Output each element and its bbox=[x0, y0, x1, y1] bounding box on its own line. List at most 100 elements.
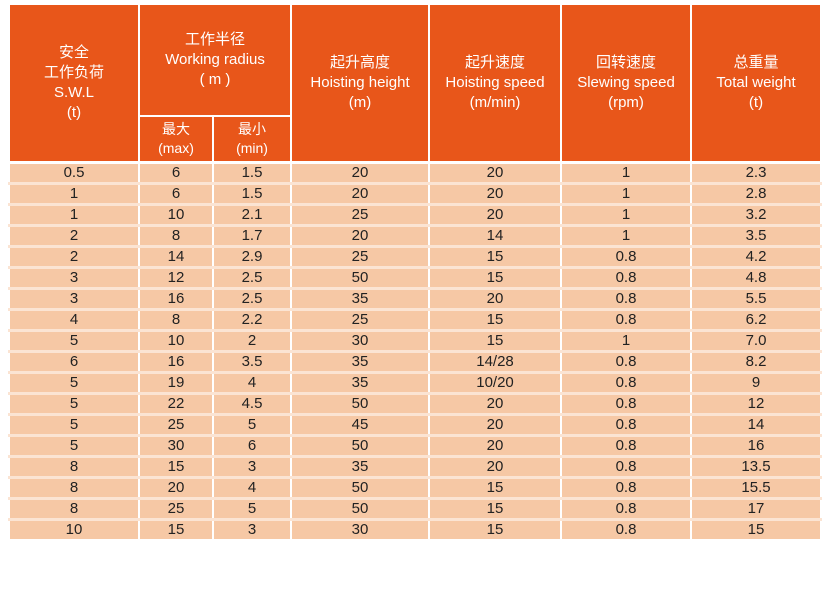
cell-slewing-speed: 0.8 bbox=[560, 392, 693, 416]
header-text: S.W.L bbox=[53, 84, 94, 101]
header-text: Hoisting height bbox=[310, 74, 410, 91]
cell-slewing-speed: 1 bbox=[560, 161, 693, 185]
cell-swl: 3 bbox=[8, 287, 140, 311]
table-row: 10 15 3 30 15 0.8 15 bbox=[8, 518, 823, 541]
cell-hoisting-height: 20 bbox=[290, 224, 431, 248]
cell-swl: 2 bbox=[8, 224, 140, 248]
cell-slewing-speed: 0.8 bbox=[560, 497, 693, 521]
cell-slewing-speed: 0.8 bbox=[560, 476, 693, 500]
header-text: Slewing speed bbox=[577, 74, 675, 91]
cell-hoisting-height: 35 bbox=[290, 350, 431, 374]
cell-slewing-speed: 0.8 bbox=[560, 413, 693, 437]
cell-swl: 5 bbox=[8, 371, 140, 395]
cell-swl: 8 bbox=[8, 497, 140, 521]
cell-max-radius: 25 bbox=[138, 497, 214, 521]
cell-max-radius: 14 bbox=[138, 245, 214, 269]
cell-slewing-speed: 0.8 bbox=[560, 371, 693, 395]
cell-total-weight: 16 bbox=[690, 434, 823, 458]
cell-slewing-speed: 0.8 bbox=[560, 518, 693, 541]
table-row: 1 10 2.1 25 20 1 3.2 bbox=[8, 203, 823, 227]
cell-total-weight: 2.3 bbox=[690, 161, 823, 185]
table-row: 1 6 1.5 20 20 1 2.8 bbox=[8, 182, 823, 206]
header-text: 起升速度 bbox=[465, 54, 526, 71]
cell-slewing-speed: 1 bbox=[560, 182, 693, 206]
cell-swl: 8 bbox=[8, 476, 140, 500]
cell-max-radius: 12 bbox=[138, 266, 214, 290]
cell-min-radius: 6 bbox=[211, 434, 293, 458]
cell-hoisting-speed: 15 bbox=[428, 266, 563, 290]
cell-total-weight: 2.8 bbox=[690, 182, 823, 206]
table-row: 8 20 4 50 15 0.8 15.5 bbox=[8, 476, 823, 500]
cell-hoisting-height: 45 bbox=[290, 413, 431, 437]
cell-hoisting-speed: 14 bbox=[428, 224, 563, 248]
header-text: (m) bbox=[348, 94, 372, 111]
header-text: Total weight bbox=[716, 74, 796, 91]
cell-hoisting-speed: 15 bbox=[428, 245, 563, 269]
cell-hoisting-height: 20 bbox=[290, 182, 431, 206]
cell-swl: 0.5 bbox=[8, 161, 140, 185]
cell-total-weight: 8.2 bbox=[690, 350, 823, 374]
cell-total-weight: 6.2 bbox=[690, 308, 823, 332]
header-text: 回转速度 bbox=[596, 54, 657, 71]
cell-swl: 1 bbox=[8, 182, 140, 206]
table-row: 5 30 6 50 20 0.8 16 bbox=[8, 434, 823, 458]
table-row: 2 14 2.9 25 15 0.8 4.2 bbox=[8, 245, 823, 269]
cell-slewing-speed: 1 bbox=[560, 224, 693, 248]
cell-min-radius: 3 bbox=[211, 518, 293, 541]
cell-max-radius: 10 bbox=[138, 203, 214, 227]
cell-total-weight: 4.8 bbox=[690, 266, 823, 290]
cell-swl: 3 bbox=[8, 266, 140, 290]
header-text: 起升高度 bbox=[330, 54, 391, 71]
cell-slewing-speed: 0.8 bbox=[560, 350, 693, 374]
cell-slewing-speed: 0.8 bbox=[560, 455, 693, 479]
cell-hoisting-speed: 20 bbox=[428, 287, 563, 311]
cell-max-radius: 20 bbox=[138, 476, 214, 500]
cell-min-radius: 3 bbox=[211, 455, 293, 479]
cell-min-radius: 5 bbox=[211, 497, 293, 521]
cell-slewing-speed: 0.8 bbox=[560, 287, 693, 311]
cell-total-weight: 12 bbox=[690, 392, 823, 416]
cell-slewing-speed: 0.8 bbox=[560, 308, 693, 332]
cell-min-radius: 2.5 bbox=[211, 266, 293, 290]
cell-min-radius: 4 bbox=[211, 476, 293, 500]
table-row: 5 25 5 45 20 0.8 14 bbox=[8, 413, 823, 437]
header-text: 总重量 bbox=[733, 54, 779, 71]
cell-hoisting-speed: 15 bbox=[428, 518, 563, 541]
cell-total-weight: 7.0 bbox=[690, 329, 823, 353]
cell-hoisting-speed: 20 bbox=[428, 161, 563, 185]
cell-hoisting-speed: 20 bbox=[428, 455, 563, 479]
header-text: ( m ) bbox=[199, 71, 231, 88]
header-text: 安全 bbox=[58, 44, 89, 61]
header-text: (max) bbox=[158, 140, 194, 156]
header-text: Hoisting speed bbox=[445, 74, 545, 91]
header-text: 工作半径 bbox=[185, 31, 246, 48]
crane-spec-table: 安全 工作负荷 S.W.L (t) 工作半径 Working radius ( … bbox=[8, 5, 823, 541]
cell-max-radius: 25 bbox=[138, 413, 214, 437]
header-text: (t) bbox=[748, 94, 764, 111]
cell-hoisting-height: 20 bbox=[290, 161, 431, 185]
header-working-radius: 工作半径 Working radius ( m ) bbox=[137, 5, 293, 117]
header-hoisting-height: 起升高度 Hoisting height (m) bbox=[290, 5, 431, 164]
cell-max-radius: 10 bbox=[138, 329, 214, 353]
header-hoisting-speed: 起升速度 Hoisting speed (m/min) bbox=[428, 5, 563, 164]
cell-hoisting-height: 25 bbox=[290, 245, 431, 269]
cell-total-weight: 9 bbox=[690, 371, 823, 395]
cell-max-radius: 30 bbox=[138, 434, 214, 458]
cell-total-weight: 14 bbox=[690, 413, 823, 437]
table-row: 5 19 4 35 10/20 0.8 9 bbox=[8, 371, 823, 395]
cell-swl: 10 bbox=[8, 518, 140, 541]
cell-hoisting-height: 35 bbox=[290, 287, 431, 311]
cell-hoisting-speed: 20 bbox=[428, 413, 563, 437]
cell-slewing-speed: 1 bbox=[560, 203, 693, 227]
cell-max-radius: 19 bbox=[138, 371, 214, 395]
cell-swl: 6 bbox=[8, 350, 140, 374]
cell-swl: 2 bbox=[8, 245, 140, 269]
table-row: 3 12 2.5 50 15 0.8 4.8 bbox=[8, 266, 823, 290]
cell-max-radius: 16 bbox=[138, 287, 214, 311]
cell-slewing-speed: 0.8 bbox=[560, 434, 693, 458]
header-text: Working radius bbox=[165, 51, 265, 68]
cell-min-radius: 1.5 bbox=[211, 182, 293, 206]
cell-total-weight: 3.2 bbox=[690, 203, 823, 227]
table-row: 6 16 3.5 35 14/28 0.8 8.2 bbox=[8, 350, 823, 374]
cell-total-weight: 5.5 bbox=[690, 287, 823, 311]
